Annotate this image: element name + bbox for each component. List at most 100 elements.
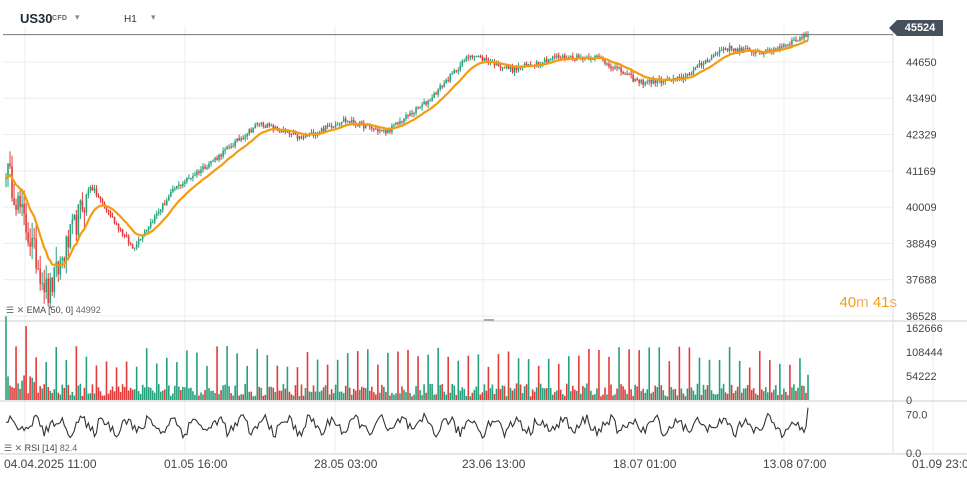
candle-body	[698, 63, 701, 66]
timeframe-dropdown-icon[interactable]: ▾	[151, 12, 156, 22]
candle-body	[342, 118, 345, 123]
volume-bar	[748, 367, 751, 400]
volume-bar	[395, 393, 397, 400]
volume-bar	[23, 375, 25, 400]
panel-resize-handle[interactable]	[484, 319, 494, 321]
volume-bar	[785, 391, 787, 400]
candle-body	[417, 107, 419, 109]
candle-body	[61, 258, 64, 261]
symbol-dropdown-icon[interactable]: ▾	[75, 12, 80, 22]
candle-body	[646, 81, 648, 83]
candle-body	[252, 128, 255, 133]
volume-bar	[107, 393, 110, 400]
candle-body	[194, 174, 196, 177]
volume-bar	[465, 395, 468, 400]
symbol-name[interactable]: US30	[20, 11, 53, 26]
volume-bar	[777, 395, 779, 400]
volume-bar	[344, 385, 347, 400]
candle-body	[244, 136, 246, 139]
volume-bar	[91, 384, 94, 400]
volume-bar	[787, 395, 789, 400]
candle-body	[174, 188, 176, 190]
rsi-line	[5, 407, 809, 440]
volume-bar	[624, 389, 626, 400]
volume-bar	[296, 367, 299, 400]
volume-bar	[101, 395, 104, 400]
candle-body	[662, 81, 665, 84]
candle-body	[288, 131, 291, 135]
candle-body	[375, 128, 377, 130]
candle-body	[180, 184, 182, 186]
volume-bar	[547, 358, 550, 400]
candle-body	[471, 55, 474, 58]
candle-body	[37, 268, 39, 270]
volume-bar	[545, 388, 548, 400]
volume-bar	[383, 386, 385, 400]
price-tick-label: 38849	[906, 238, 937, 250]
rsi-tick-label: 70.0	[906, 410, 927, 422]
volume-bar	[417, 356, 419, 400]
volume-bar	[103, 395, 106, 400]
candle-body	[497, 61, 500, 67]
volume-tick-label: 108444	[906, 347, 943, 359]
volume-bar	[576, 390, 578, 400]
volume-bar	[369, 390, 371, 400]
candle-body	[469, 55, 472, 58]
candle-body	[25, 213, 27, 233]
volume-bar	[47, 386, 50, 400]
candle-body	[352, 120, 355, 124]
volume-bar	[194, 394, 196, 400]
candle-body	[332, 126, 335, 128]
candle-body	[65, 236, 68, 262]
volume-bar	[397, 351, 399, 400]
volume-bar	[634, 384, 636, 400]
volume-bar	[172, 393, 174, 400]
volume-bar	[403, 389, 405, 400]
volume-bar	[527, 359, 530, 400]
timeframe-label[interactable]: H1	[124, 14, 137, 25]
candle-body	[105, 206, 108, 211]
rsi-close-icon[interactable]: ✕	[14, 443, 23, 453]
volume-bar	[551, 394, 554, 400]
volume-bar	[95, 365, 98, 400]
candle-body	[139, 239, 142, 241]
volume-bar	[145, 348, 148, 400]
volume-bar	[208, 388, 210, 400]
candle-body	[262, 122, 265, 127]
volume-bar	[696, 383, 699, 400]
candle-body	[680, 77, 683, 79]
volume-bar	[196, 352, 198, 400]
volume-bar	[137, 391, 140, 400]
volume-bar	[358, 389, 361, 400]
volume-bar	[658, 347, 661, 400]
candle-body	[644, 82, 646, 85]
candle-body	[393, 124, 395, 126]
candle-body	[212, 160, 214, 162]
volume-bar	[238, 395, 240, 400]
candle-body	[413, 112, 415, 115]
volume-bar	[256, 348, 259, 400]
candle-body	[732, 48, 735, 52]
candle-body	[742, 48, 745, 51]
price-tick-label: 36528	[906, 311, 937, 323]
volume-bar	[760, 389, 763, 400]
candle-body	[608, 63, 610, 67]
rsi-settings-icon[interactable]: ☰	[4, 443, 13, 453]
volume-bar	[133, 389, 136, 400]
volume-bar	[242, 394, 244, 400]
volume-bar	[521, 393, 524, 400]
indicator-close-icon[interactable]: ✕	[16, 305, 25, 315]
volume-bar	[202, 394, 204, 400]
candle-body	[690, 73, 693, 76]
candle-body	[578, 55, 580, 58]
indicator-settings-icon[interactable]: ☰	[6, 305, 15, 315]
volume-bar	[153, 392, 156, 400]
volume-bar	[276, 365, 279, 400]
candle-body	[202, 166, 204, 170]
candle-body	[423, 101, 425, 105]
volume-bar	[592, 394, 594, 400]
volume-bar	[429, 383, 431, 400]
volume-bar	[467, 355, 470, 400]
volume-tick-label: 0	[906, 395, 912, 407]
